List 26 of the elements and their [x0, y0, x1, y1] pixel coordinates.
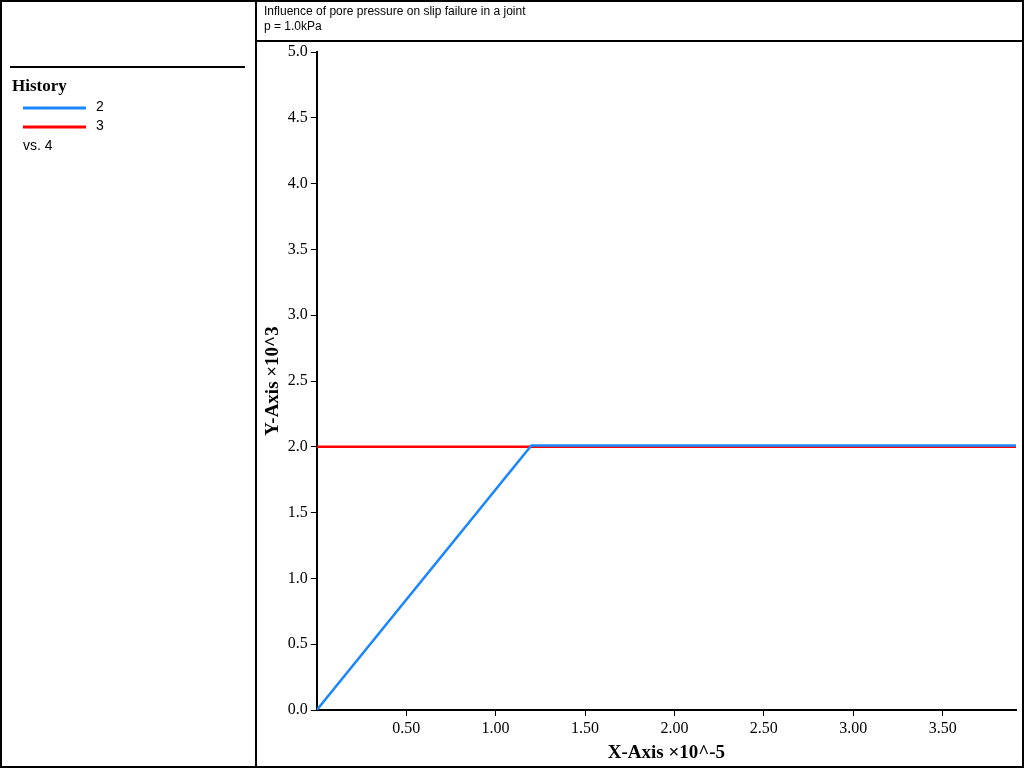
y-tick-label: 1.5	[287, 502, 308, 520]
legend-label: 3	[96, 116, 104, 133]
chart-subtitle: p = 1.0kPa	[264, 19, 323, 34]
y-tick-label: 0.0	[287, 700, 308, 718]
x-axis-title: X-Axis ×10^-5	[607, 740, 726, 762]
legend-title: History	[12, 75, 68, 95]
y-tick-label: 3.0	[287, 305, 308, 323]
x-tick-label: 2.50	[749, 718, 778, 736]
legend-label: 2	[96, 97, 104, 114]
y-tick-label: 3.5	[287, 239, 308, 257]
y-tick-label: 2.5	[287, 371, 308, 389]
x-tick-label: 2.00	[660, 718, 689, 736]
y-tick-label: 4.0	[287, 173, 308, 191]
chart-title: Influence of pore pressure on slip failure in a joint	[264, 4, 527, 19]
y-tick-label: 2.0	[287, 437, 308, 454]
x-tick-label: 1.50	[571, 718, 600, 736]
y-tick-label: 4.5	[287, 108, 308, 125]
x-tick-label: 3.00	[839, 718, 868, 736]
y-tick-label: 5.0	[287, 42, 308, 60]
y-tick-label: 0.5	[287, 634, 308, 652]
text: vs. 4	[23, 136, 53, 153]
x-tick-label: 0.50	[392, 718, 421, 736]
y-tick-label: 1.0	[287, 568, 308, 586]
x-tick-label: 1.00	[481, 718, 510, 736]
y-axis-title: Y-Axis ×10^3	[261, 326, 283, 436]
x-tick-label: 3.50	[928, 718, 957, 736]
